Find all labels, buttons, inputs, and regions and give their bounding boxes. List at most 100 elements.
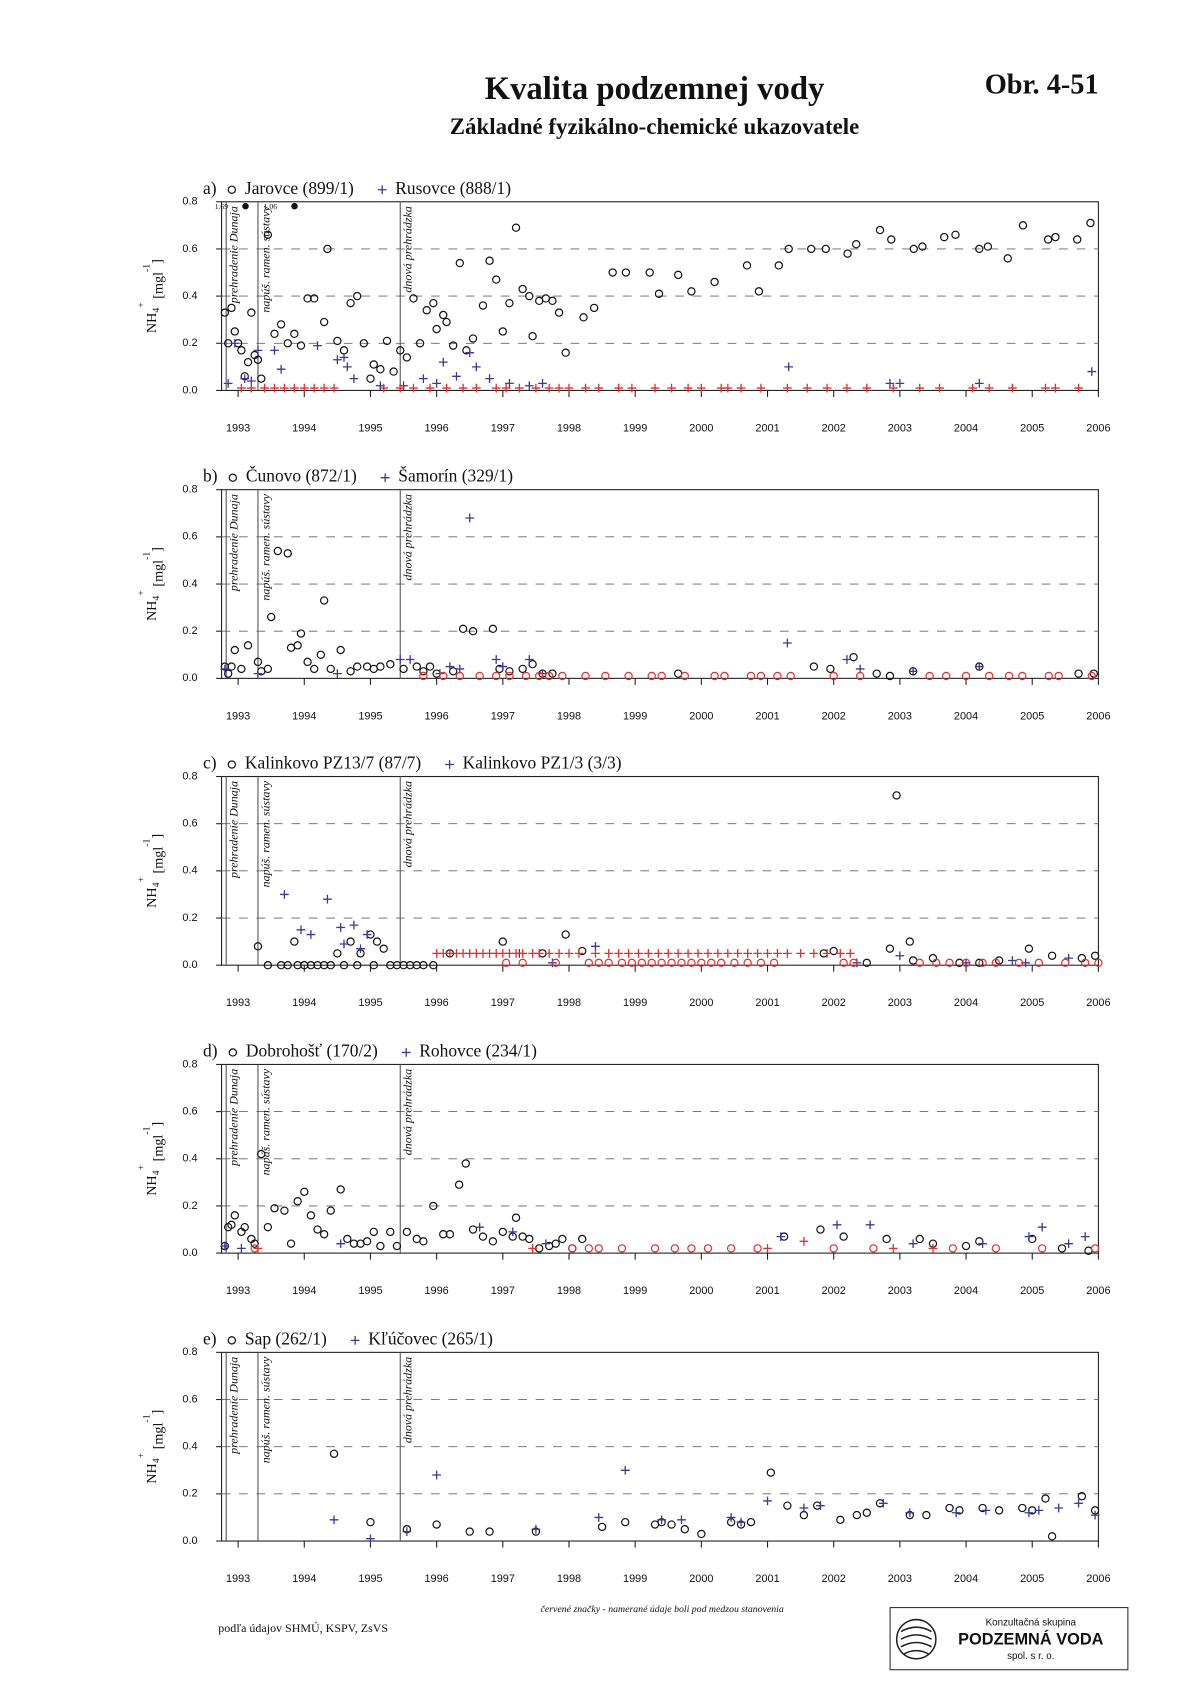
circle-marker	[478, 1232, 488, 1241]
plus-marker	[333, 355, 342, 365]
circle-marker	[978, 958, 987, 968]
circle-marker	[673, 270, 683, 280]
circle-marker	[382, 336, 392, 346]
circle-marker	[293, 641, 302, 650]
circle-marker	[372, 937, 382, 946]
plus-marker	[783, 383, 792, 393]
y-tick-label: 0.4	[182, 290, 197, 302]
y-label-part: [mgl	[151, 272, 167, 302]
y-axis-label: NH4 + [mgl-1]	[136, 259, 166, 333]
x-tick-label: 1996	[425, 997, 449, 1009]
circle-marker	[604, 958, 613, 968]
plus-marker	[505, 379, 514, 388]
circle-marker	[551, 1239, 560, 1248]
x-tick-label: 2001	[755, 1285, 779, 1297]
circle-marker	[915, 958, 924, 968]
circle-marker	[386, 1227, 395, 1237]
plus-marker	[763, 949, 772, 958]
circle-marker	[343, 1234, 352, 1244]
panel-label: d)	[203, 1040, 218, 1060]
circle-marker	[836, 1515, 845, 1525]
plus-marker	[329, 383, 339, 393]
circle-marker	[339, 346, 349, 355]
circle-marker	[558, 671, 567, 681]
circle-marker	[485, 1527, 494, 1536]
circle-marker	[310, 294, 319, 303]
circle-marker	[1041, 1494, 1050, 1503]
plus-marker	[650, 383, 660, 393]
circle-marker	[932, 958, 941, 968]
legend-label: Kľúčovec (265/1)	[368, 1328, 493, 1348]
x-tick-label: 1996	[425, 1573, 449, 1585]
plus-marker	[581, 383, 590, 393]
plus-marker	[974, 379, 984, 388]
circle-marker	[887, 235, 896, 244]
y-tick-label: 0.0	[182, 1247, 197, 1259]
x-tick-label: 2001	[755, 422, 779, 434]
circle-marker	[544, 671, 554, 681]
plus-marker	[574, 949, 584, 958]
y-label-part: +	[136, 877, 147, 883]
plus-marker	[475, 1222, 485, 1232]
legend-label: Šamorín (329/1)	[398, 466, 513, 486]
circle-marker	[283, 960, 292, 970]
x-tick-label: 2003	[888, 1573, 912, 1585]
plus-marker	[395, 655, 405, 664]
plus-marker	[620, 1465, 630, 1475]
plus-marker	[531, 1524, 541, 1534]
plus-marker	[319, 383, 329, 393]
circle-marker	[227, 662, 236, 671]
circle-marker	[578, 1234, 587, 1244]
circle-marker	[594, 1244, 603, 1253]
circle-marker	[230, 327, 239, 336]
circle-marker	[439, 310, 448, 320]
panel: 0.0 0.2 0.4 0.6 0.8 1993 1994 1995 1996 1997 1998 1…	[136, 1328, 1110, 1585]
y-tick-label: 0.0	[182, 959, 197, 971]
circle-marker	[521, 671, 531, 681]
plus-marker	[663, 949, 673, 958]
x-tick-label: 2000	[689, 1285, 713, 1297]
circle-marker	[432, 324, 441, 334]
plus-marker	[591, 949, 600, 958]
circle-marker	[323, 244, 332, 254]
plus-marker	[796, 949, 805, 958]
x-tick-label: 2002	[822, 710, 846, 722]
plus-marker	[822, 949, 832, 958]
plus-marker	[1090, 1510, 1100, 1520]
circle-marker	[885, 671, 895, 681]
y-label-part: -1	[142, 1126, 153, 1134]
circle-marker	[742, 261, 752, 270]
legend-marker	[227, 185, 237, 194]
plus-marker	[1074, 1498, 1083, 1508]
circle-marker	[376, 1241, 385, 1251]
x-tick-label: 2004	[954, 710, 978, 722]
plus-marker	[1034, 1506, 1044, 1515]
plus-marker	[1024, 1508, 1034, 1518]
circle-marker	[518, 958, 527, 968]
circle-marker	[783, 1501, 792, 1510]
circle-marker	[293, 1197, 302, 1206]
plus-marker	[1008, 383, 1017, 393]
plus-marker	[974, 662, 984, 671]
circle-marker	[366, 1517, 375, 1527]
y-label-part: 4	[151, 1458, 162, 1463]
plus-marker	[736, 1517, 746, 1527]
circle-marker	[263, 230, 273, 239]
circle-marker	[816, 1225, 825, 1234]
plus-marker	[528, 1244, 537, 1253]
circle-marker	[458, 624, 468, 634]
circle-marker	[359, 339, 369, 348]
circle-marker	[647, 671, 656, 681]
circle-marker	[525, 1234, 534, 1244]
plus-marker	[349, 374, 359, 384]
panel-label: e)	[203, 1328, 217, 1348]
circle-marker	[951, 230, 960, 239]
plus-marker	[784, 362, 794, 372]
circle-marker	[237, 664, 246, 674]
plus-marker	[306, 930, 316, 939]
y-label-part: -1	[142, 838, 153, 846]
circle-marker	[680, 1525, 689, 1534]
plus-marker	[1064, 1239, 1073, 1249]
legend-label: Rusovce (888/1)	[395, 178, 511, 198]
x-tick-label: 1993	[226, 1573, 250, 1585]
